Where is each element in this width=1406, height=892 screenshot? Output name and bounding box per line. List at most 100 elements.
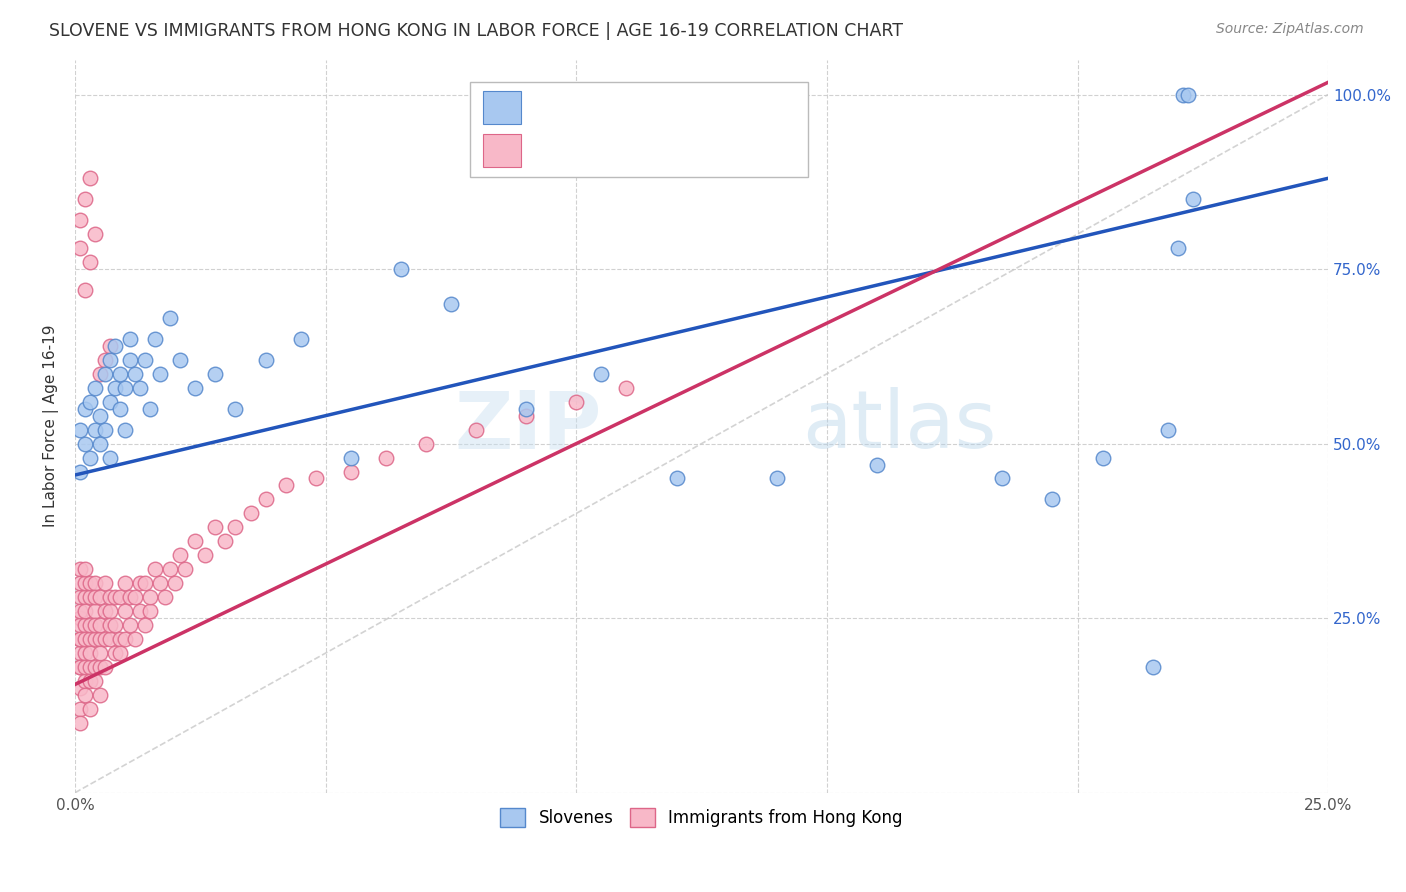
Point — [114, 632, 136, 646]
Point — [184, 534, 207, 549]
Point — [94, 367, 117, 381]
Point — [290, 332, 312, 346]
Point — [84, 423, 107, 437]
Point — [665, 471, 688, 485]
Point — [98, 604, 121, 618]
Point — [69, 576, 91, 591]
Point — [94, 423, 117, 437]
Point — [465, 423, 488, 437]
Y-axis label: In Labor Force | Age 16-19: In Labor Force | Age 16-19 — [44, 325, 59, 527]
Point — [79, 632, 101, 646]
Point — [84, 660, 107, 674]
Point — [69, 590, 91, 604]
Point — [75, 618, 97, 632]
Point — [98, 590, 121, 604]
Point — [69, 632, 91, 646]
Point — [120, 332, 142, 346]
Point — [114, 576, 136, 591]
Point — [1177, 87, 1199, 102]
Point — [1157, 423, 1180, 437]
Point — [104, 339, 127, 353]
Point — [84, 227, 107, 241]
Point — [114, 604, 136, 618]
Point — [139, 401, 162, 416]
Point — [84, 673, 107, 688]
Point — [69, 241, 91, 255]
Point — [134, 352, 156, 367]
Point — [79, 171, 101, 186]
Point — [94, 352, 117, 367]
Point — [114, 381, 136, 395]
Point — [69, 423, 91, 437]
Point — [79, 590, 101, 604]
Point — [94, 632, 117, 646]
Point — [75, 283, 97, 297]
Point — [139, 590, 162, 604]
Point — [104, 381, 127, 395]
Point — [129, 381, 152, 395]
Point — [84, 604, 107, 618]
Point — [69, 660, 91, 674]
Point — [69, 618, 91, 632]
Point — [1171, 87, 1194, 102]
Point — [98, 450, 121, 465]
Point — [565, 394, 588, 409]
Point — [79, 618, 101, 632]
Point — [94, 604, 117, 618]
Point — [75, 562, 97, 576]
Point — [75, 673, 97, 688]
Point — [75, 632, 97, 646]
Point — [84, 381, 107, 395]
Point — [129, 576, 152, 591]
Point — [254, 492, 277, 507]
Point — [75, 192, 97, 206]
Point — [1181, 192, 1204, 206]
Point — [79, 394, 101, 409]
Point — [591, 367, 613, 381]
Point — [75, 590, 97, 604]
Point — [124, 367, 146, 381]
Point — [79, 255, 101, 269]
Point — [89, 632, 111, 646]
Point — [108, 646, 131, 660]
Point — [98, 339, 121, 353]
Point — [89, 660, 111, 674]
Point — [1142, 660, 1164, 674]
Point — [75, 436, 97, 450]
Point — [75, 646, 97, 660]
Point — [69, 632, 91, 646]
Point — [169, 352, 191, 367]
Point — [94, 576, 117, 591]
Point — [159, 310, 181, 325]
Point — [1091, 450, 1114, 465]
Text: atlas: atlas — [801, 387, 997, 465]
Point — [184, 381, 207, 395]
Point — [224, 401, 246, 416]
Point — [155, 590, 177, 604]
Point — [239, 507, 262, 521]
Point — [89, 436, 111, 450]
Point — [149, 367, 172, 381]
Point — [69, 660, 91, 674]
Point — [866, 458, 889, 472]
Point — [84, 576, 107, 591]
Point — [124, 632, 146, 646]
Point — [204, 520, 226, 534]
Point — [89, 367, 111, 381]
Point — [1167, 241, 1189, 255]
Point — [89, 688, 111, 702]
Point — [124, 590, 146, 604]
Point — [69, 702, 91, 716]
Point — [108, 590, 131, 604]
Point — [69, 465, 91, 479]
Point — [274, 478, 297, 492]
Point — [114, 423, 136, 437]
Point — [84, 590, 107, 604]
Point — [214, 534, 236, 549]
Point — [339, 450, 361, 465]
Point — [84, 618, 107, 632]
Point — [75, 576, 97, 591]
Point — [75, 604, 97, 618]
Point — [89, 646, 111, 660]
Point — [98, 394, 121, 409]
